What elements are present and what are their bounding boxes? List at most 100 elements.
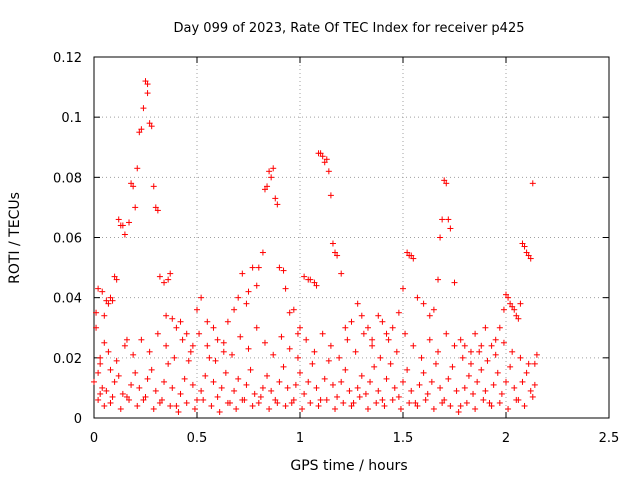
- data-point: [191, 405, 198, 412]
- data-point: [313, 384, 320, 391]
- data-point: [156, 273, 163, 280]
- data-point: [348, 318, 355, 325]
- data-point: [379, 396, 386, 403]
- data-point: [356, 393, 363, 400]
- data-point: [342, 366, 349, 373]
- data-point: [496, 399, 503, 406]
- data-point: [259, 384, 266, 391]
- data-point: [482, 387, 489, 394]
- data-point: [478, 366, 485, 373]
- data-point: [457, 402, 464, 409]
- data-point: [467, 360, 474, 367]
- data-point: [492, 336, 499, 343]
- data-point: [525, 360, 532, 367]
- data-point: [123, 336, 130, 343]
- data-point: [467, 348, 474, 355]
- data-point: [255, 264, 262, 271]
- data-point: [126, 396, 133, 403]
- data-point: [235, 294, 242, 301]
- data-point: [177, 390, 184, 397]
- data-point: [342, 324, 349, 331]
- data-point: [500, 306, 507, 313]
- data-point: [400, 378, 406, 385]
- data-point: [476, 348, 483, 355]
- data-point: [214, 393, 221, 400]
- data-point: [422, 396, 429, 403]
- data-point: [253, 324, 260, 331]
- data-point: [317, 150, 324, 157]
- data-point: [95, 369, 102, 376]
- data-point: [231, 387, 238, 394]
- data-point: [352, 348, 359, 355]
- data-point: [400, 285, 406, 292]
- data-point: [140, 396, 147, 403]
- data-point: [173, 324, 180, 331]
- data-point: [307, 276, 314, 283]
- data-point: [519, 378, 526, 385]
- data-point: [138, 336, 145, 343]
- data-point: [167, 270, 174, 277]
- data-point: [99, 288, 106, 295]
- data-point: [334, 393, 341, 400]
- data-point: [327, 342, 334, 349]
- data-point: [290, 396, 297, 403]
- y-tick-label: 0.02: [53, 352, 82, 367]
- y-axis-label: ROTI / TECUs: [7, 192, 23, 284]
- data-point: [294, 330, 301, 337]
- data-point: [521, 243, 528, 250]
- data-point: [311, 279, 318, 286]
- data-point: [220, 339, 227, 346]
- data-point: [117, 405, 124, 412]
- data-point: [105, 348, 112, 355]
- data-point: [152, 204, 159, 211]
- data-point: [527, 387, 534, 394]
- data-point: [189, 342, 196, 349]
- data-point: [284, 384, 291, 391]
- data-point: [119, 222, 126, 229]
- data-point: [111, 378, 118, 385]
- data-point: [301, 273, 308, 280]
- data-point: [105, 300, 112, 307]
- data-point: [498, 390, 505, 397]
- data-point: [393, 348, 400, 355]
- data-point: [375, 387, 382, 394]
- data-point: [185, 357, 192, 364]
- data-point: [255, 399, 262, 406]
- data-point: [152, 387, 159, 394]
- data-point: [515, 315, 522, 322]
- data-point: [362, 390, 369, 397]
- data-point: [95, 285, 102, 292]
- data-point: [381, 402, 388, 409]
- data-point: [109, 393, 116, 400]
- data-point: [358, 372, 365, 379]
- data-point: [484, 357, 491, 364]
- data-point: [455, 408, 462, 415]
- data-point: [132, 204, 139, 211]
- data-point: [408, 252, 415, 259]
- data-point: [350, 399, 357, 406]
- data-point: [482, 324, 489, 331]
- data-point: [136, 129, 143, 136]
- data-point: [317, 396, 324, 403]
- x-tick-label: 2.5: [599, 431, 620, 446]
- data-point: [505, 294, 512, 301]
- data-point: [91, 378, 97, 385]
- data-point: [202, 372, 209, 379]
- data-point: [243, 300, 250, 307]
- data-point: [459, 354, 466, 361]
- data-point: [144, 90, 151, 97]
- data-point: [123, 393, 130, 400]
- chart-title: Day 099 of 2023, Rate Of TEC Index for r…: [174, 21, 525, 36]
- data-point: [319, 153, 326, 160]
- data-point: [309, 360, 316, 367]
- data-point: [171, 354, 178, 361]
- data-point: [478, 342, 485, 349]
- data-point: [208, 402, 215, 409]
- data-point: [97, 360, 104, 367]
- data-point: [428, 378, 435, 385]
- x-tick-label: 0: [90, 431, 98, 446]
- data-point: [500, 339, 507, 346]
- data-point: [523, 369, 530, 376]
- data-point: [292, 381, 299, 388]
- data-point: [451, 279, 458, 286]
